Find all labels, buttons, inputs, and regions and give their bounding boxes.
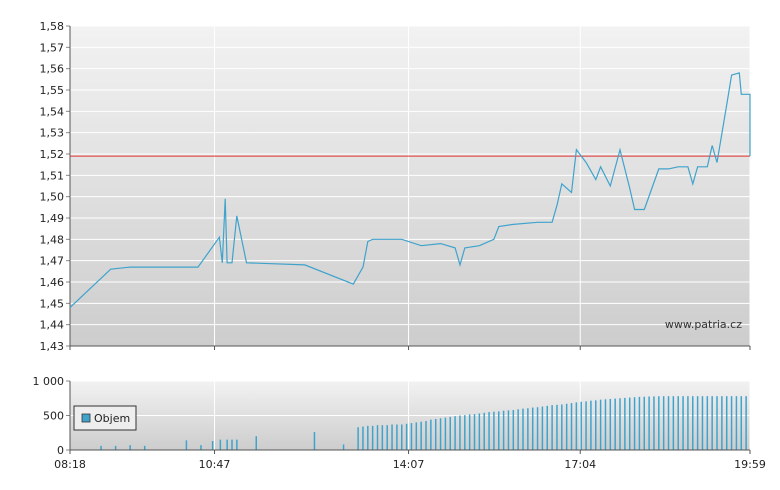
price-panel-background [70,26,750,346]
price-y-tick-label: 1,55 [40,84,65,97]
price-y-tick-label: 1,49 [40,212,65,225]
volume-x-tick-label: 19:59 [734,458,766,471]
volume-x-tick-label: 10:47 [199,458,231,471]
legend-swatch [81,413,91,423]
price-y-tick-label: 1,56 [40,63,65,76]
watermark: www.patria.cz [665,318,742,331]
volume-y-tick-label: 0 [57,444,64,457]
volume-y-tick-label: 500 [43,410,64,423]
volume-x-tick-label: 08:18 [54,458,86,471]
price-y-tick-label: 1,47 [40,255,65,268]
legend-label: Objem [94,412,130,425]
volume-x-tick-label: 14:07 [393,458,425,471]
price-y-tick-label: 1,57 [40,41,65,54]
price-y-tick-label: 1,50 [40,191,65,204]
price-y-tick-label: 1,54 [40,105,65,118]
price-y-tick-label: 1,48 [40,233,65,246]
price-line [69,72,751,309]
price-y-tick-label: 1,52 [40,148,65,161]
price-y-tick-label: 1,46 [40,276,65,289]
price-y-tick-label: 1,58 [40,20,65,33]
price-y-tick-label: 1,44 [40,319,65,332]
volume-y-tick-label: 1 000 [33,375,65,388]
volume-x-tick-label: 17:04 [564,458,596,471]
price-y-tick-label: 1,43 [40,340,65,353]
price-y-tick-label: 1,45 [40,297,65,310]
price-y-tick-label: 1,53 [40,127,65,140]
price-y-tick-label: 1,51 [40,169,65,182]
